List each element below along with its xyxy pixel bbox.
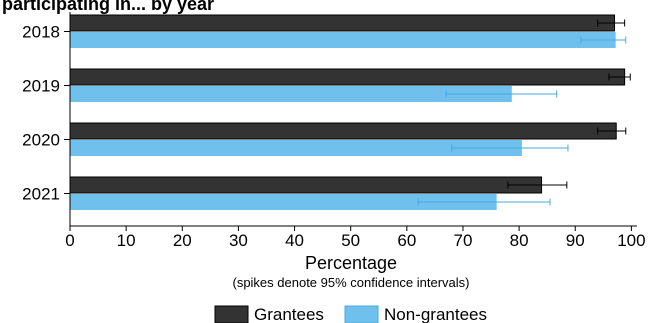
bar-non-grantees-2018	[70, 32, 616, 48]
legend-swatch-grantees	[214, 305, 249, 323]
legend: Grantees Non-grantees	[214, 305, 487, 323]
error-bar-grantees-2021	[507, 181, 568, 189]
x-tick-label-60: 60	[397, 231, 416, 250]
bars-group	[69, 14, 631, 210]
y-tick-label-2018: 2018	[22, 23, 60, 42]
legend-label-grantees: Grantees	[254, 305, 324, 323]
error-bar-non-grantees-2020	[451, 144, 569, 152]
y-tick-label-2020: 2020	[22, 131, 60, 150]
error-bar-non-grantees-2019	[445, 90, 558, 98]
x-tick-label-90: 90	[566, 231, 585, 250]
x-tick-label-50: 50	[341, 231, 360, 250]
legend-label-non-grantees: Non-grantees	[384, 305, 487, 323]
x-tick-label-80: 80	[510, 231, 529, 250]
y-tick-label-2019: 2019	[22, 77, 60, 96]
x-tick-label-40: 40	[285, 231, 304, 250]
x-tick-label-10: 10	[117, 231, 136, 250]
legend-swatch-non-grantees	[344, 305, 379, 323]
y-tick-labels: 2018 2019 2020 2021	[22, 23, 70, 204]
x-axis: 0 10 20 30 40 50 60 70 80 90 100	[65, 12, 646, 250]
y-tick-label-2021: 2021	[22, 185, 60, 204]
bar-non-grantees-2019	[70, 86, 512, 102]
x-tick-label-30: 30	[229, 231, 248, 250]
error-bar-grantees-2019	[608, 73, 631, 81]
bar-grantees-2021	[69, 176, 543, 194]
x-tick-label-70: 70	[454, 231, 473, 250]
x-tick-label-20: 20	[173, 231, 192, 250]
error-bar-non-grantees-2021	[417, 198, 551, 206]
bar-grantees-2018	[69, 14, 616, 32]
error-bar-grantees-2020	[597, 127, 627, 135]
chart-note: (spikes denote 95% confidence intervals)	[232, 275, 469, 290]
x-axis-label: Percentage	[305, 253, 397, 273]
bar-grantees-2020	[69, 122, 617, 140]
error-bar-non-grantees-2018	[580, 36, 627, 44]
error-bar-grantees-2018	[597, 19, 626, 27]
x-tick-label-100: 100	[617, 231, 645, 250]
bar-grantees-2019	[69, 68, 626, 86]
x-tick-label-0: 0	[65, 231, 74, 250]
bar-non-grantees-2021	[70, 194, 497, 210]
bar-non-grantees-2020	[70, 140, 522, 156]
chart-title: participating in... by year	[2, 0, 214, 14]
